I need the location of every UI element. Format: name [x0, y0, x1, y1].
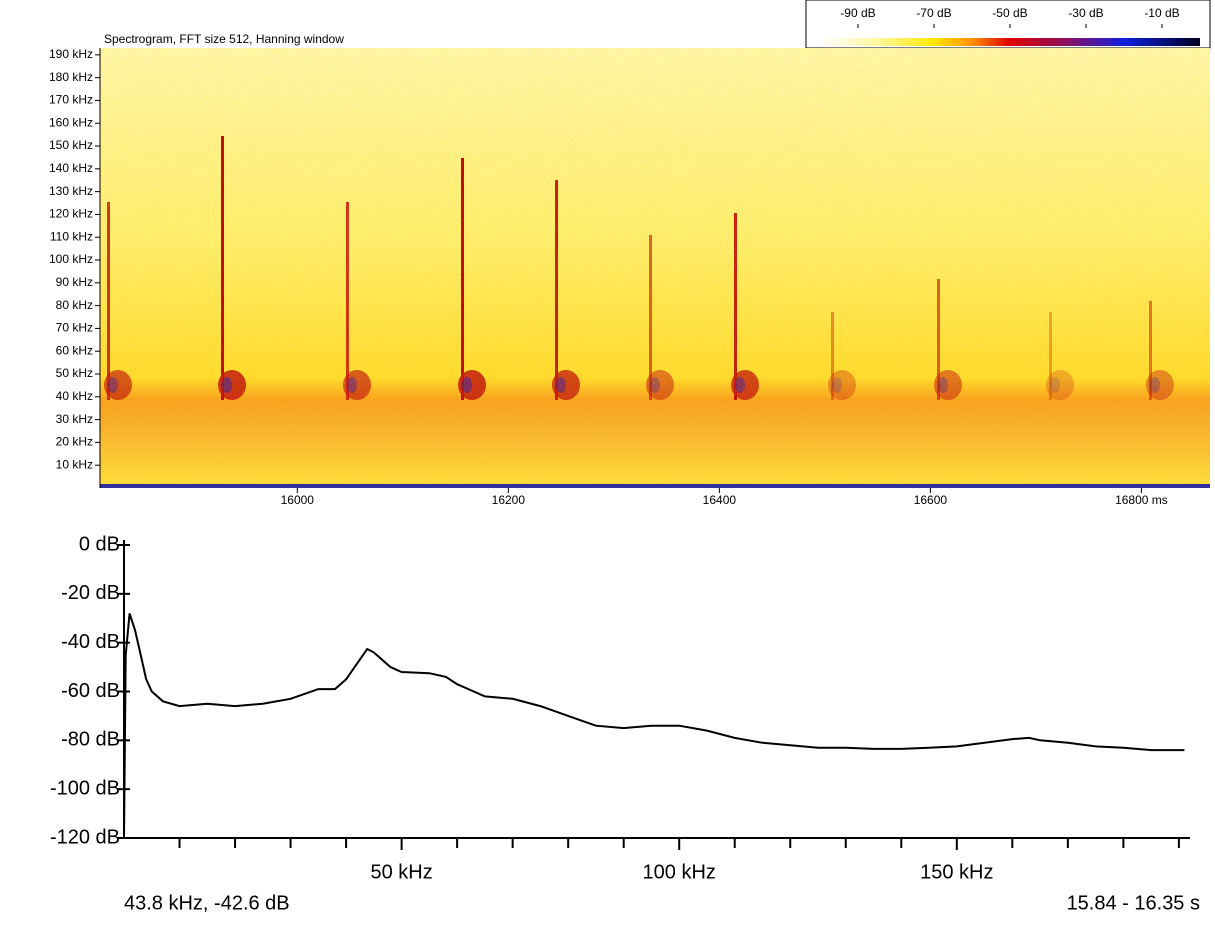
colorbar-label: -90 dB	[840, 6, 875, 20]
spectrum-line	[123, 613, 1185, 839]
x-tick-label: 100 kHz	[643, 861, 716, 883]
y-tick-label: 180 kHz	[49, 70, 93, 84]
spectrogram-noise	[100, 48, 1210, 488]
spectrogram-floor	[100, 484, 1210, 488]
y-tick-label: -20 dB	[61, 582, 120, 604]
x-tick-label: 50 kHz	[370, 861, 432, 883]
colorbar-label: -30 dB	[1068, 6, 1103, 20]
y-tick-label: 120 kHz	[49, 207, 93, 221]
y-tick-label: 160 kHz	[49, 115, 93, 129]
y-tick-label: -40 dB	[61, 631, 120, 653]
y-tick-label: 190 kHz	[49, 47, 93, 61]
selection-range: 15.84 - 16.35 s	[1067, 892, 1200, 914]
y-tick-label: 60 kHz	[56, 343, 93, 357]
y-tick-label: 130 kHz	[49, 184, 93, 198]
x-tick-label: 16400	[703, 493, 737, 507]
y-tick-label: 10 kHz	[56, 457, 93, 471]
y-tick-label: -80 dB	[61, 729, 120, 751]
x-tick-label: 16600	[914, 493, 948, 507]
y-tick-label: 20 kHz	[56, 435, 93, 449]
y-tick-label: 150 kHz	[49, 138, 93, 152]
y-tick-label: 100 kHz	[49, 252, 93, 266]
y-tick-label: 0 dB	[79, 533, 120, 555]
spectrogram-title: Spectrogram, FFT size 512, Hanning windo…	[104, 32, 344, 46]
y-tick-label: 110 kHz	[50, 229, 93, 243]
colorbar-strip	[820, 38, 1200, 46]
y-tick-label: 170 kHz	[49, 93, 93, 107]
x-tick-label: 16800 ms	[1115, 493, 1168, 507]
y-tick-label: 50 kHz	[56, 366, 93, 380]
colorbar-label: -10 dB	[1144, 6, 1179, 20]
x-tick-label: 16000	[281, 493, 315, 507]
x-tick-label: 150 kHz	[920, 861, 993, 883]
y-tick-label: -100 dB	[50, 777, 120, 799]
y-tick-label: -60 dB	[61, 680, 120, 702]
y-tick-label: -120 dB	[50, 826, 120, 848]
y-tick-label: 70 kHz	[56, 321, 93, 335]
y-tick-label: 140 kHz	[49, 161, 93, 175]
y-tick-label: 90 kHz	[56, 275, 93, 289]
y-tick-label: 40 kHz	[56, 389, 93, 403]
cursor-readout: 43.8 kHz, -42.6 dB	[124, 892, 290, 914]
colorbar-label: -50 dB	[992, 6, 1027, 20]
y-tick-label: 30 kHz	[56, 412, 93, 426]
colorbar-label: -70 dB	[916, 6, 951, 20]
x-tick-label: 16200	[492, 493, 526, 507]
y-tick-label: 80 kHz	[56, 298, 93, 312]
